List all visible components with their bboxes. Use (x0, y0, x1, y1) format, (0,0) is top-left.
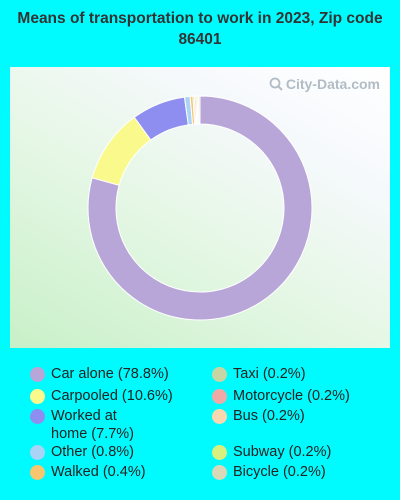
magnifier-icon (269, 77, 283, 91)
legend-swatch (30, 366, 45, 382)
legend-item: Other (0.8%) (30, 443, 134, 461)
watermark-text: City-Data.com (285, 76, 380, 92)
legend-label: Subway (0.2%) (233, 444, 332, 460)
legend-item: Taxi (0.2%) (212, 365, 306, 383)
legend-swatch (212, 464, 227, 480)
legend-swatch (30, 464, 45, 480)
legend-label: Taxi (0.2%) (233, 366, 306, 382)
chart-title: Means of transportation to work in 2023,… (17, 10, 383, 48)
legend-item: Subway (0.2%) (212, 443, 331, 461)
legend-label: Bicycle (0.2%) (233, 464, 326, 480)
legend-swatch (30, 444, 45, 460)
legend-swatch (212, 366, 227, 382)
slice-car-alone (87, 95, 313, 321)
legend-label: Motorcycle (0.2%) (233, 388, 350, 404)
legend-label: Other (0.8%) (51, 444, 134, 460)
legend-label: Walked (0.4%) (51, 464, 146, 480)
legend-label: Car alone (78.8%) (51, 366, 169, 382)
legend-item: Bus (0.2%) (212, 407, 305, 425)
legend-swatch (30, 408, 45, 424)
legend-item: Walked (0.4%) (30, 463, 146, 481)
legend-label: Bus (0.2%) (233, 408, 305, 424)
legend-item: Worked at home (7.7%) (30, 407, 141, 443)
legend-swatch (30, 388, 45, 404)
legend-item: Bicycle (0.2%) (212, 463, 326, 481)
legend-swatch (212, 388, 227, 404)
donut-chart (87, 95, 313, 321)
slice-bicycle (198, 95, 201, 125)
legend-item: Car alone (78.8%) (30, 365, 169, 383)
legend-swatch (212, 444, 227, 460)
legend-label: Worked at home (7.7%) (51, 408, 135, 442)
legend-swatch (212, 408, 227, 424)
legend-item: Carpooled (10.6%) (30, 387, 173, 405)
watermark: City-Data.com (269, 76, 380, 92)
legend-label: Carpooled (10.6%) (51, 388, 173, 404)
legend: Car alone (78.8%) Carpooled (10.6%) Worked… (0, 365, 400, 495)
legend-item: Motorcycle (0.2%) (212, 387, 350, 405)
plot-area: City-Data.com (10, 67, 390, 348)
